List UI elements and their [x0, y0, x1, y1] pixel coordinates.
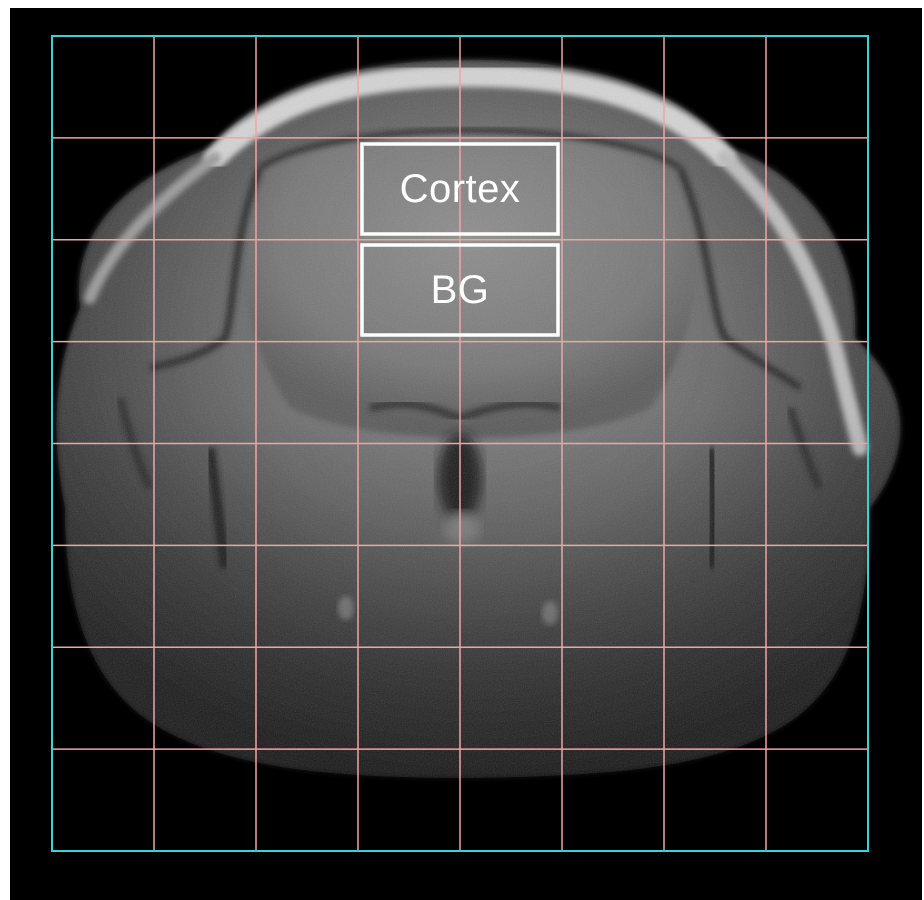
overlay-grid [51, 35, 869, 852]
head-tissue [10, 8, 922, 900]
roi-boxes [360, 142, 560, 337]
roi-box-bg [360, 243, 560, 337]
roi-box-cortex [360, 142, 560, 236]
mri-scan [10, 8, 922, 900]
roi-label-cortex: Cortex [399, 166, 521, 211]
mri-image-frame: Cortex BG [10, 8, 922, 900]
grid-border [51, 35, 869, 852]
roi-label-bg: BG [430, 267, 490, 312]
